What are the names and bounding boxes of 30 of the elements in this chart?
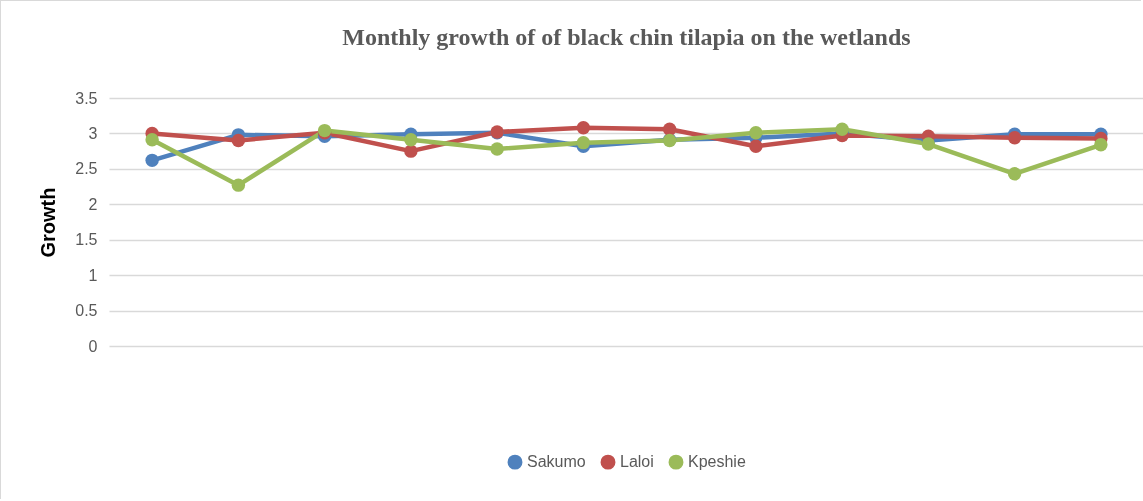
point bbox=[749, 139, 763, 153]
point bbox=[404, 144, 418, 158]
y-axis-title: Growth bbox=[37, 187, 60, 258]
point bbox=[576, 121, 591, 135]
legend-label: Laloi bbox=[620, 453, 654, 471]
y-tick-label: 1.5 bbox=[75, 231, 98, 249]
point bbox=[145, 153, 159, 168]
point bbox=[749, 126, 763, 140]
point bbox=[1007, 167, 1022, 181]
y-tick-label: 3.5 bbox=[75, 89, 98, 107]
point bbox=[145, 133, 159, 147]
point bbox=[1007, 130, 1022, 145]
y-tick-label: 1 bbox=[88, 266, 98, 284]
point bbox=[1094, 138, 1108, 152]
legend-label: Sakumo bbox=[527, 453, 586, 471]
point bbox=[231, 133, 246, 148]
y-tick-label: 3 bbox=[88, 124, 98, 142]
point bbox=[490, 142, 504, 156]
point bbox=[576, 135, 591, 150]
y-tick-label: 0.5 bbox=[75, 302, 98, 320]
point bbox=[921, 137, 936, 151]
chart-title: Monthly growth of of black chin tilapia on the wetlands bbox=[342, 24, 911, 50]
point bbox=[231, 178, 246, 192]
point bbox=[662, 122, 677, 136]
legend-label: Kpeshie bbox=[688, 453, 746, 471]
point bbox=[835, 122, 849, 136]
y-tick-label: 2.5 bbox=[75, 160, 98, 178]
y-tick-label: 0 bbox=[88, 337, 98, 355]
y-tick-label: 2 bbox=[88, 195, 98, 213]
point bbox=[404, 133, 418, 147]
